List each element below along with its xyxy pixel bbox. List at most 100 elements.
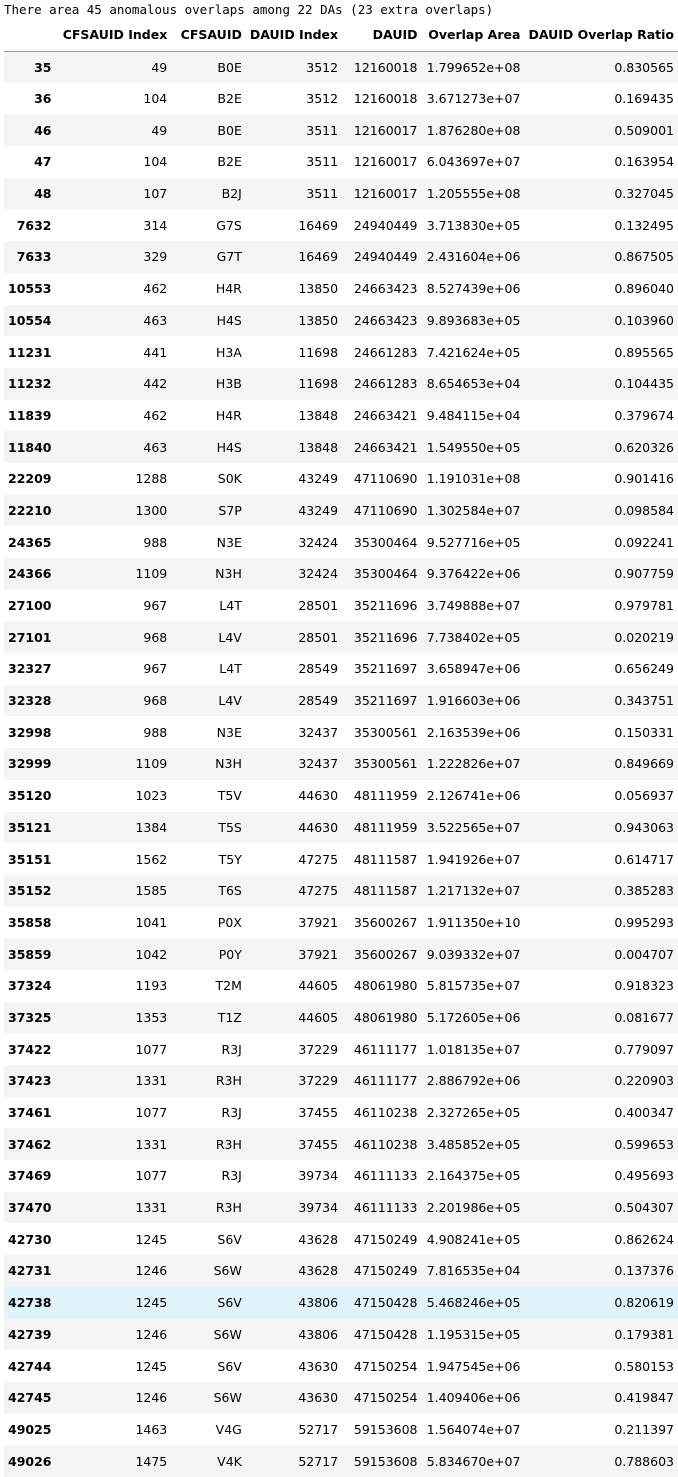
cfsauid-index-cell: 1475	[135, 1453, 168, 1469]
dauid-index-cell: 3511	[306, 122, 339, 138]
dauid-cell: 48111587	[353, 851, 418, 867]
dauid-index-cell: 13850	[298, 312, 339, 328]
dauid-index-cell: 37921	[298, 946, 339, 962]
dauid-cell: 12160017	[353, 186, 418, 202]
overlap-area-cell: 3.671273e+07	[426, 91, 521, 107]
dauid-cell: 59153608	[353, 1421, 418, 1437]
overlap-ratio-cell: 0.504307	[614, 1200, 674, 1216]
dauid-index-cell: 43628	[298, 1231, 339, 1247]
overlap-ratio-cell: 0.830565	[614, 59, 674, 75]
cfsauid-cell: P0Y	[218, 946, 242, 962]
overlap-ratio-cell: 0.179381	[614, 1326, 674, 1342]
dauid-index-cell: 37455	[298, 1105, 339, 1121]
overlap-ratio-cell: 0.849669	[614, 756, 674, 772]
cfsauid-index-cell: 1246	[135, 1390, 168, 1406]
overlap-ratio-cell: 0.400347	[614, 1105, 674, 1121]
overlap-ratio-cell: 0.896040	[614, 281, 674, 297]
cfsauid-cell: R3J	[221, 1041, 242, 1057]
cfsauid-index-cell: 968	[143, 693, 168, 709]
overlap-area-cell: 1.409406e+06	[426, 1390, 521, 1406]
table-row: 35151 1562 T5Y 47275 48111587 1.941926e+07 0.6…	[4, 843, 678, 875]
cfsauid-index-cell: 314	[143, 217, 168, 233]
cfsauid-index-cell: 1246	[135, 1263, 168, 1279]
table-row: 37469 1077 R3J 39734 46111133 2.164375e+05 0.4…	[4, 1160, 678, 1192]
overlap-ratio-cell: 0.943063	[614, 819, 674, 835]
overlap-ratio-cell: 0.509001	[614, 122, 674, 138]
index-header	[4, 19, 56, 52]
row-index: 10553	[8, 281, 52, 297]
cfsauid-cell: H4S	[216, 439, 242, 455]
table-row: 37461 1077 R3J 37455 46110238 2.327265e+05 0.4…	[4, 1096, 678, 1129]
table-row: 37324 1193 T2M 44605 48061980 5.815735e+07 0.9…	[4, 969, 678, 1002]
table-row: 10554 463 H4S 13850 24663423 9.893683e+05 0.10…	[4, 304, 678, 337]
dauid-index-cell: 32437	[298, 756, 339, 772]
overlap-area-cell: 6.043697e+07	[426, 154, 521, 170]
overlap-ratio-cell: 0.098584	[614, 502, 674, 518]
row-index: 35120	[8, 788, 52, 804]
cfsauid-index-cell: 104	[143, 154, 168, 170]
cfsauid-index-cell: 1331	[135, 1136, 168, 1152]
cfsauid-index-cell: 1288	[135, 471, 168, 487]
overlap-area-cell: 9.039332e+07	[426, 946, 521, 962]
dauid-cell: 48061980	[353, 1009, 418, 1025]
cfsauid-index-cell: 1331	[135, 1200, 168, 1216]
row-index: 35	[34, 59, 52, 75]
dauid-index-cell: 28549	[298, 693, 339, 709]
table-row: 42739 1246 S6W 43806 47150428 1.195315e+05 0.1…	[4, 1318, 678, 1351]
row-index: 42731	[8, 1263, 52, 1279]
table-row: 32998 988 N3E 32437 35300561 2.163539e+06 0.15…	[4, 716, 678, 749]
dauid-index-cell: 28549	[298, 661, 339, 677]
dauid-cell: 47150249	[353, 1263, 418, 1279]
dauid-index-cell: 37921	[298, 914, 339, 930]
table-row: 47 104 B2E 3511 12160017 6.043697e+07 0.163954	[4, 146, 678, 178]
table-row: 49025 1463 V4G 52717 59153608 1.564074e+07 0.2…	[4, 1413, 678, 1446]
dauid-cell: 35300561	[353, 756, 418, 772]
cfsauid-cell: L4V	[218, 629, 242, 645]
overlap-ratio-cell: 0.862624	[614, 1231, 674, 1247]
dauid-cell: 48061980	[353, 978, 418, 994]
table-row: 35 49 B0E 3512 12160018 1.799652e+08 0.830565	[4, 51, 678, 83]
overlap-ratio-cell: 0.867505	[614, 249, 674, 265]
cfsauid-cell: S6W	[213, 1390, 242, 1406]
cfsauid-index-cell: 107	[143, 186, 168, 202]
cfsauid-cell: B2E	[217, 91, 242, 107]
overlap-ratio-cell: 0.599653	[614, 1136, 674, 1152]
cfsauid-cell: H4R	[215, 281, 242, 297]
row-index: 35859	[8, 946, 52, 962]
overlap-area-cell: 1.916603e+06	[426, 693, 521, 709]
dauid-cell: 48111959	[353, 819, 418, 835]
dauid-index-cell: 37455	[298, 1136, 339, 1152]
overlap-ratio-cell: 0.104435	[614, 376, 674, 392]
overlap-area-cell: 2.431604e+06	[426, 249, 521, 265]
overlap-ratio-cell: 0.379674	[614, 407, 674, 423]
table-row: 11840 463 H4S 13848 24663421 1.549550e+05 0.62…	[4, 431, 678, 463]
table-row: 32328 968 L4V 28549 35211697 1.916603e+06 0.34…	[4, 684, 678, 717]
cfsauid-index-cell: 1193	[135, 978, 168, 994]
cfsauid-cell: G7S	[216, 217, 242, 233]
cfsauid-index-cell: 1042	[135, 946, 168, 962]
row-index: 7632	[16, 217, 52, 233]
dauid-cell: 24663423	[353, 281, 418, 297]
dauid-cell: 24663421	[353, 439, 418, 455]
row-index: 32327	[8, 661, 52, 677]
overlap-ratio-cell: 0.103960	[614, 312, 674, 328]
row-index: 22209	[8, 471, 52, 487]
dauid-cell: 46111133	[353, 1200, 418, 1216]
cfsauid-index-cell: 442	[143, 376, 168, 392]
dauid-index-cell: 47275	[298, 883, 339, 899]
overlap-ratio-cell: 0.620326	[614, 439, 674, 455]
overlap-area-cell: 9.484115e+04	[426, 407, 521, 423]
cfsauid-index-cell: 1463	[135, 1421, 168, 1437]
table-row: 7633 329 G7T 16469 24940449 2.431604e+06 0.867…	[4, 241, 678, 273]
table-row: 24366 1109 N3H 32424 35300464 9.376422e+06 0.9…	[4, 558, 678, 590]
overlap-ratio-cell: 0.092241	[614, 534, 674, 550]
cfsauid-cell: T6S	[218, 883, 242, 899]
cfsauid-cell: N3E	[216, 724, 242, 740]
cfsauid-cell: R3H	[215, 1073, 242, 1089]
cfsauid-index-cell: 988	[143, 724, 168, 740]
table-row: 37422 1077 R3J 37229 46111177 1.018135e+07 0.7…	[4, 1033, 678, 1065]
overlap-area-cell: 5.468246e+05	[426, 1295, 521, 1311]
overlap-area-cell: 1.217132e+07	[426, 883, 521, 899]
cfsauid-index-cell: 1109	[135, 756, 168, 772]
row-index: 47	[34, 154, 52, 170]
